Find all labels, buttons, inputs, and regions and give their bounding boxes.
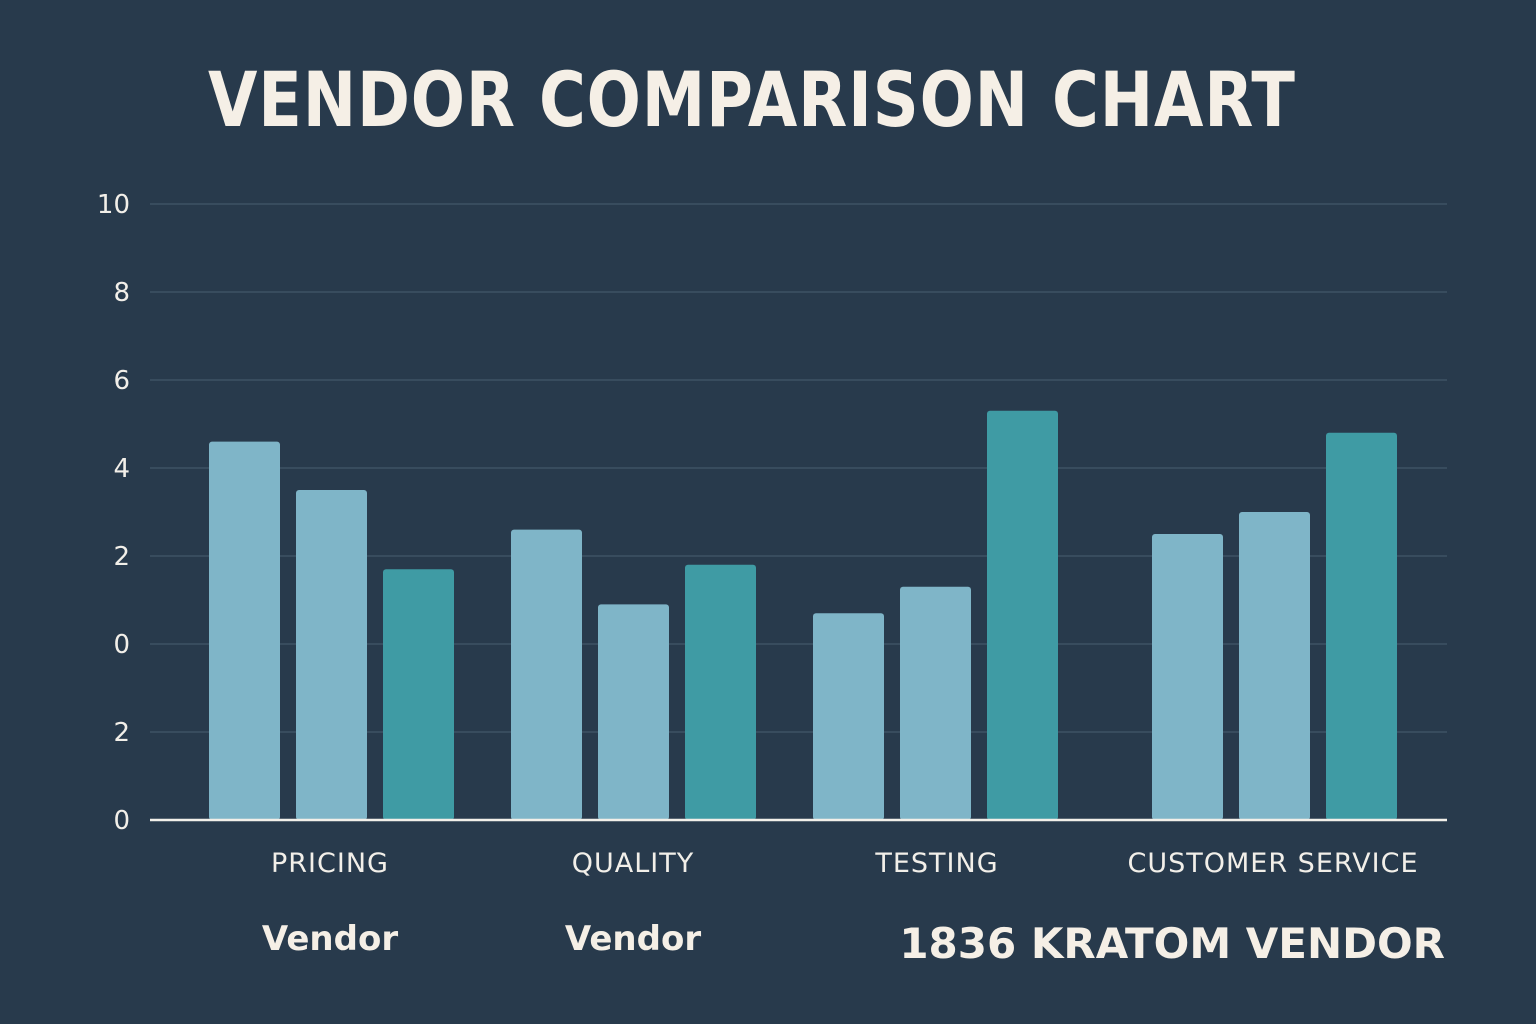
bar — [383, 569, 454, 820]
y-tick-label: 0 — [113, 806, 130, 836]
bars — [209, 410, 1397, 820]
y-tick-label: 10 — [97, 190, 130, 220]
footer-vendor-label: 1836 KRATOM VENDOR — [899, 919, 1445, 968]
bar — [209, 441, 280, 820]
x-category-label: CUSTOMER SERVICE — [1127, 848, 1418, 879]
chart-title: VENDOR COMPARISON CHART — [208, 55, 1296, 144]
y-tick-label: 2 — [113, 718, 130, 748]
y-tick-label: 4 — [113, 454, 130, 484]
x-category-label: TESTING — [874, 848, 998, 879]
bar — [900, 586, 971, 820]
bar — [1239, 512, 1310, 820]
x-axis-category-labels: PRICING QUALITY TESTING CUSTOMER SERVICE — [271, 848, 1418, 879]
bar — [987, 410, 1058, 820]
bar — [1152, 534, 1223, 820]
y-tick-label: 0 — [113, 630, 130, 660]
y-axis-tick-labels: 10 8 6 4 2 0 2 0 — [97, 190, 130, 836]
bar — [685, 564, 756, 820]
x-category-label: QUALITY — [572, 848, 694, 879]
vendor-labels: Vendor Vendor — [262, 919, 701, 959]
bar — [1326, 432, 1397, 820]
y-tick-label: 6 — [113, 366, 130, 396]
bar — [296, 490, 367, 820]
bar — [813, 613, 884, 820]
x-category-label: PRICING — [271, 848, 389, 879]
y-tick-label: 8 — [113, 278, 130, 308]
bar — [511, 529, 582, 820]
y-tick-label: 2 — [113, 542, 130, 572]
gridlines — [150, 203, 1447, 733]
bar — [598, 604, 669, 820]
vendor-label: Vendor — [262, 919, 398, 959]
vendor-label: Vendor — [565, 919, 701, 959]
